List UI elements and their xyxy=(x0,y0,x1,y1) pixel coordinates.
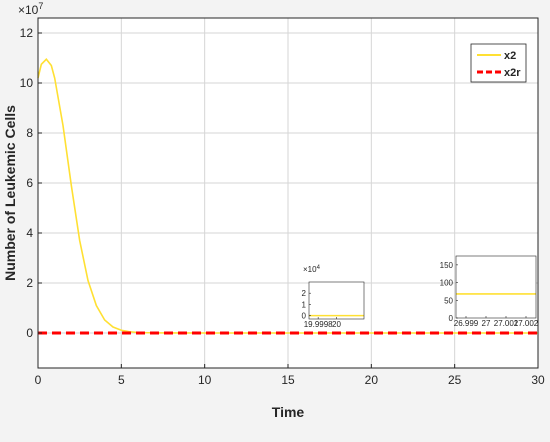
series-x2-line xyxy=(37,58,538,334)
inset-x-tick-label: 26.999 xyxy=(454,319,479,328)
y-exponent-label: ×107 xyxy=(18,1,43,17)
inset-x-tick-label: 27 xyxy=(482,319,491,328)
inset-y-tick-label: 150 xyxy=(440,261,454,270)
legend-label-x2: x2 xyxy=(504,50,516,62)
x-tick-label: 30 xyxy=(531,373,545,387)
inset-x-tick-label: 19.9998 xyxy=(304,320,333,329)
y-tick-label: 8 xyxy=(26,126,33,140)
inset-y-exponent-label: ×104 xyxy=(303,265,321,274)
legend[interactable]: x2 x2r xyxy=(470,43,527,83)
legend-box xyxy=(470,43,527,83)
inset-x-tick-label: 27.001 xyxy=(494,319,519,328)
y-tick-label: 6 xyxy=(26,176,33,190)
inset-x-tick-label: 27.002 xyxy=(514,319,539,328)
inset-frame xyxy=(455,255,537,319)
legend-label-x2r: x2r xyxy=(504,67,521,79)
inset-y-tick-label: 100 xyxy=(440,279,454,288)
x-tick-label: 10 xyxy=(198,373,212,387)
x-tick-label: 15 xyxy=(281,373,295,387)
inset-y-tick-label: 50 xyxy=(444,296,453,305)
x-tick-label: 20 xyxy=(365,373,379,387)
x-tick-label: 5 xyxy=(118,373,125,387)
y-tick-label: 2 xyxy=(26,276,33,290)
x-tick-label: 0 xyxy=(35,373,42,387)
y-tick-label: 10 xyxy=(20,76,34,90)
y-tick-label: 12 xyxy=(20,26,34,40)
y-axis-label: Number of Leukemic Cells xyxy=(2,105,18,281)
inset-background xyxy=(309,282,364,319)
y-tick-label: 0 xyxy=(26,326,33,340)
inset-x-tick-label: 20 xyxy=(332,320,341,329)
inset-y-tick-label: 2 xyxy=(302,289,307,298)
inset-y-tick-label: 0 xyxy=(302,312,307,321)
inset-y-tick-label: 1 xyxy=(302,300,307,309)
inset-plot-t20: 19.9998 20 0 1 2 ×104 xyxy=(302,265,365,329)
inset-y-tick-label: 0 xyxy=(449,314,454,323)
y-tick-label: 4 xyxy=(26,226,33,240)
x-tick-label: 25 xyxy=(448,373,462,387)
x-axis-label: Time xyxy=(272,404,305,420)
series-layer xyxy=(37,58,538,335)
inset-background xyxy=(456,256,536,318)
